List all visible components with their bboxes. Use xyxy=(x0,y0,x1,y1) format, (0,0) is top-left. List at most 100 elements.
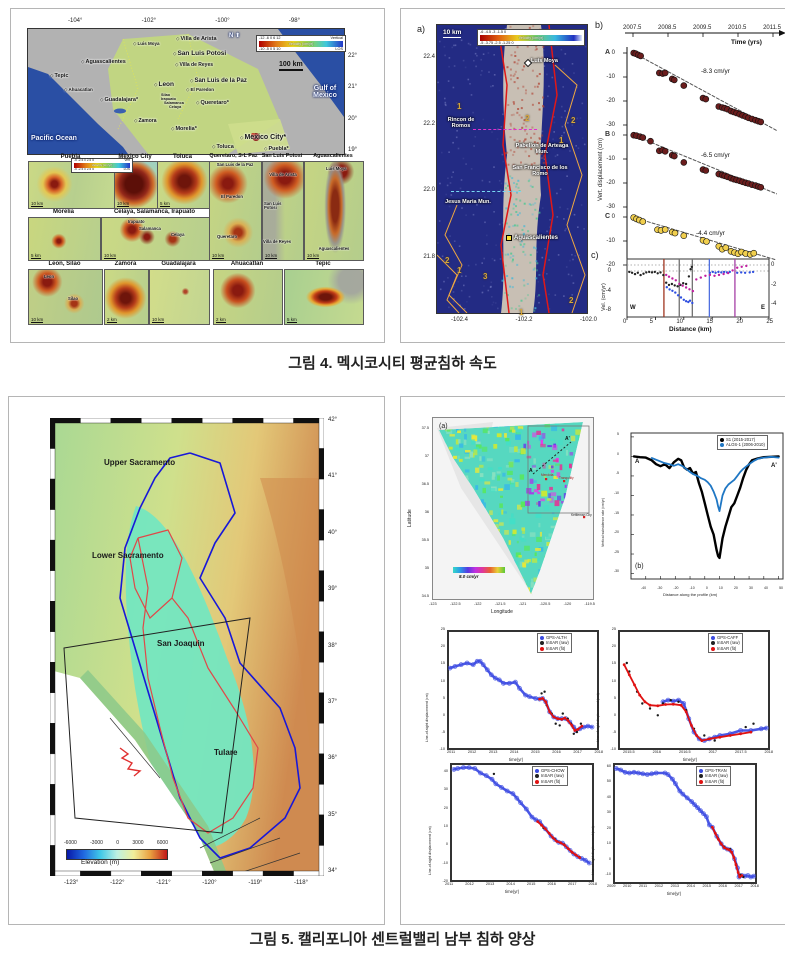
submap-label: Leon xyxy=(44,274,55,279)
panel-a-lat-ticks: 22.4 22.2 22.0 21.8 xyxy=(423,54,435,260)
city-leon: Leon xyxy=(154,81,174,89)
displacement-timeseries-chart xyxy=(623,30,785,267)
submap-scale: 2 km xyxy=(107,316,117,323)
p4-legend: GPS-TRAN InSAR (raw) InSAR (fit) xyxy=(696,766,731,787)
place-san-francisco: San Francisco de los Romo xyxy=(512,165,568,178)
panel-b-label: b) xyxy=(595,20,604,30)
panel-a-cbar-bottom-ticks: -5 -3.75 -2.5 -1.25 0 xyxy=(480,40,514,45)
submap-label: Silao xyxy=(68,296,79,301)
mexico-velocity-legend: -12 -6 0 6 12 Vertical Velocity (cm/yr) -… xyxy=(256,35,346,53)
profile-a: A xyxy=(635,459,640,465)
p2-legend: GPS-CAFF InSAR (raw) InSAR (fit) xyxy=(708,633,743,654)
city-mexico-city: Mexico City* xyxy=(240,134,286,141)
zone-number: 2 xyxy=(569,296,574,305)
town-tranquility: Tranquility xyxy=(559,476,574,480)
profile-line-magenta xyxy=(473,129,537,130)
p2-x-label: time(yr) xyxy=(683,757,698,762)
panel-b-y-label: Vert. displacement (cm) xyxy=(598,137,604,201)
p1-x-label: time(yr) xyxy=(509,757,524,762)
city-queretaro: Queretaro* xyxy=(196,100,228,107)
place-pabellon: Pabellon de Arteaga Mun. xyxy=(515,143,569,156)
submap-title-puebla: Puebla xyxy=(60,154,81,160)
gps-tran-chart xyxy=(613,763,757,884)
north-arrow-icon: N ⬆ xyxy=(229,33,241,39)
submap-guadalajara: 10 km xyxy=(149,269,210,325)
california-elevation-map xyxy=(50,418,324,876)
gps-caff-chart xyxy=(618,630,770,750)
p4-y-ticks: 60 50 40 30 20 10 0 -10 xyxy=(605,764,612,877)
aguascalientes-marker-icon xyxy=(506,235,512,241)
panel-a-cbar-title: Velocity (cm/yr) xyxy=(518,35,544,40)
profile-label: (b) xyxy=(635,563,644,570)
submap-title-tepic: Tepic xyxy=(315,261,331,267)
city-toluca: Toluca xyxy=(212,144,233,151)
zone-number: 2 xyxy=(571,116,576,125)
p4-y-label: Line-of-sight displacement (cm) xyxy=(591,826,595,875)
east-label: E xyxy=(761,305,766,311)
mini-vert-ticks: -5 -2.5 0 2.5 5 xyxy=(74,158,94,162)
submap-aguascalientes: 10 km xyxy=(304,161,364,261)
figure4-aguascalientes-panel: a) 10 km -6 -4.5 -3 -1.5 0 Velocity (cm/… xyxy=(400,8,785,343)
profile-y-label: Vertical subsidence rate (cm/yr) xyxy=(601,497,605,547)
series-c-tag: C xyxy=(605,213,611,220)
panel-c-x-label: Distance (km) xyxy=(669,326,712,333)
submap-scale: 10 km xyxy=(117,200,130,207)
city-zamora: Zamora xyxy=(134,118,156,124)
city-salamanca: Salamanca xyxy=(164,101,184,105)
submap-title-leon: Leon, Silao xyxy=(48,261,81,267)
place-jesus-maria: Jesus Maria Mun. xyxy=(445,199,491,205)
figure5-insar-panel: (a) 37.5 37 36.5 36 35.5 35 34.5 -123 -122.5 -12… xyxy=(400,396,785,925)
submap-zamora: 2 km xyxy=(104,269,149,325)
submap-scale: 5 km xyxy=(31,252,41,259)
profile-line-cyan xyxy=(451,191,521,192)
submap-scale: 10 km xyxy=(31,316,44,323)
legend-los-ticks: -10 -5 0 5 10 xyxy=(259,46,281,51)
submap-scale: 5 km xyxy=(160,200,170,207)
p3-x-ticks: 2011 2012 2013 2014 2015 2016 2017 2018 xyxy=(445,882,597,886)
submap-scale: 10 km xyxy=(212,252,225,259)
city-celaya: Celaya xyxy=(169,105,182,109)
submap-ahuacatlan: 2 km xyxy=(213,269,283,325)
insar-colorbar-label: 8.0 cm/yr xyxy=(459,574,479,579)
insar-map-label: (a) xyxy=(439,423,448,430)
submap-leon: 10 km xyxy=(28,269,103,325)
pacific-ocean-label: Pacific Ocean xyxy=(31,135,77,142)
scalebar: 100 km xyxy=(279,61,303,72)
submap-title-mexico-city: Mexico City xyxy=(118,154,152,160)
series-b-rate: -6.5 cm/yr xyxy=(701,152,730,159)
p4-x-label: time(yr) xyxy=(667,891,682,896)
basin-lower-sacramento: Lower Sacramento xyxy=(92,551,164,560)
submap-scale: 10 km xyxy=(104,252,117,259)
insar-x-label: Longitude xyxy=(491,609,513,615)
p2-x-ticks: 2015.5 2016 2016.5 2017 2017.5 2018 xyxy=(623,750,773,754)
zone-number: 2 xyxy=(525,114,530,123)
series-a-tag: A xyxy=(605,49,611,56)
submap-label: Irapuato xyxy=(128,219,145,224)
submap-velocity-legend: -5 -2.5 0 2.5 5 Vert Velocity (cm/yr) -5 … xyxy=(71,158,133,173)
profile-a-label: A xyxy=(529,468,533,474)
city-ahuacatlan: Ahuacatlan xyxy=(64,87,92,93)
zone-number: 1 xyxy=(457,102,462,111)
submap-scale: 2 km xyxy=(216,316,226,323)
figure5-california-panel: Upper Sacramento Lower Sacramento San Jo… xyxy=(8,396,385,925)
mini-los-ticks: -5 -2.5 0 2.5 5 xyxy=(74,166,94,171)
mini-colorbar-title: Velocity (cm/yr) xyxy=(91,162,113,167)
p4-x-ticks: 2009 2010 2011 2012 2013 2014 2015 2016 2017 2018 xyxy=(607,884,759,888)
figure4-caption: 그림 4. 멕시코시티 평균침하 속도 xyxy=(288,355,497,372)
submap-label: Queretaro xyxy=(217,234,238,239)
p3-y-label: Line-of-sight displacement (cm) xyxy=(428,826,432,875)
basin-san-joaquin: San Joaquin xyxy=(157,639,205,648)
subsidence-profile-chart xyxy=(630,432,784,580)
p2-y-ticks: 25 20 15 10 5 0 -5 -10 xyxy=(610,627,617,752)
legend-vert-label: Vertical xyxy=(330,36,343,40)
submap-label: Villa de Reyes xyxy=(263,239,292,244)
submap-title-morelia: Morelia xyxy=(52,209,74,215)
submap-label: San Luis Potosi xyxy=(264,201,282,211)
submap-scale: 5 km xyxy=(287,316,297,323)
submap-scale: 10 km xyxy=(31,200,44,207)
zone-number: 1 xyxy=(559,136,564,145)
submap-tepic: 5 km xyxy=(284,269,364,325)
basin-tulare: Tulare xyxy=(214,748,238,757)
place-luis-moya: Luis Moya xyxy=(531,58,558,64)
profile-ap: A' xyxy=(771,463,777,469)
